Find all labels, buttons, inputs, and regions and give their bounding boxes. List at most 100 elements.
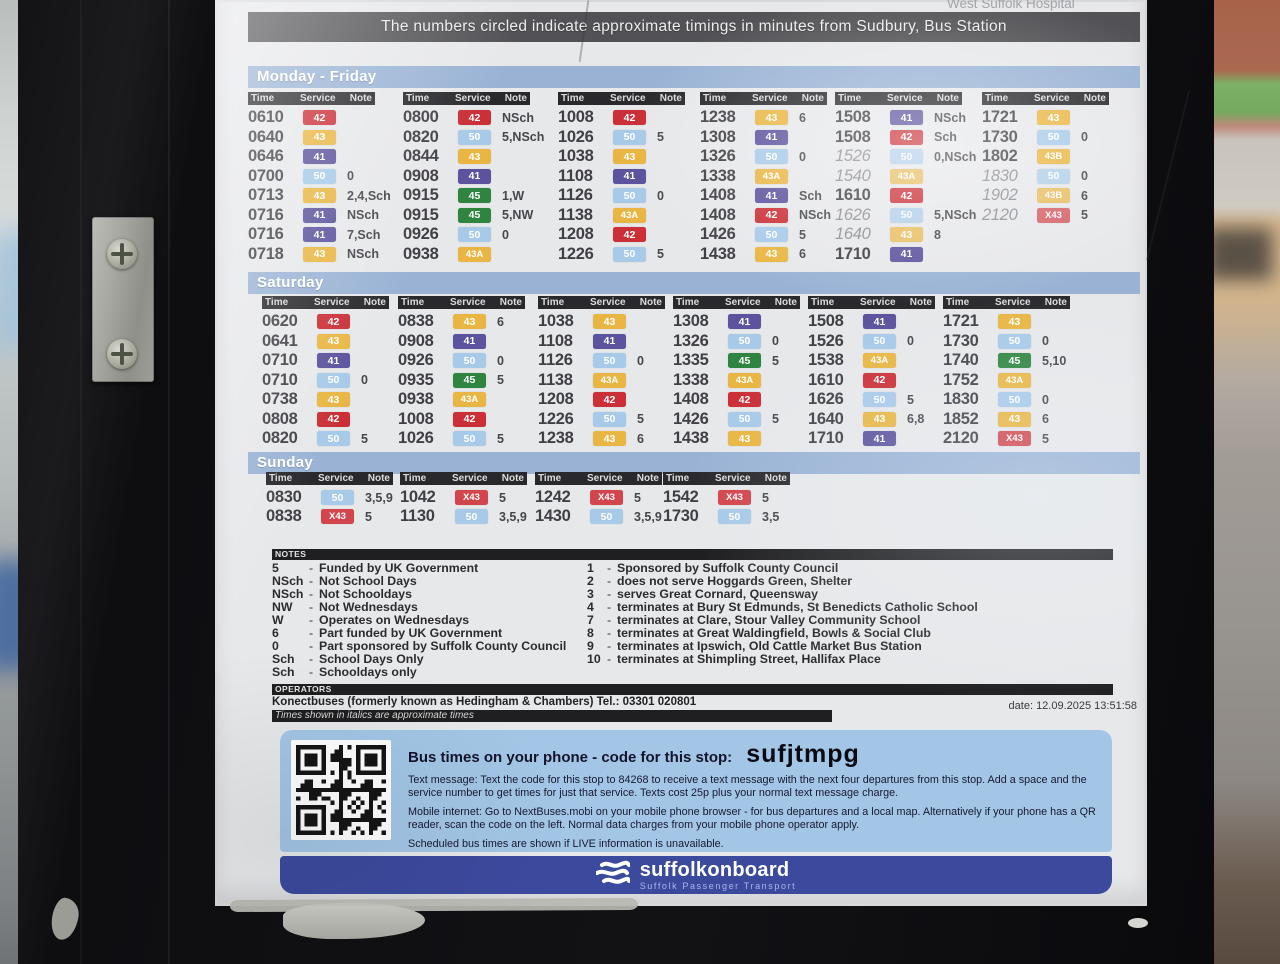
departure-time: 1802 (982, 147, 1018, 166)
timetable-column: Time Service Note 1308 41 1326 50 0 1335 45 5 1338 4… (673, 296, 823, 449)
column-header: Time Service Note (835, 92, 962, 105)
column-header-time: Time (541, 297, 565, 308)
stop-code: sufjtmpg (746, 740, 860, 768)
column-header-note: Note (499, 297, 522, 308)
note-dash: - (309, 613, 314, 628)
note-dash: - (309, 665, 314, 680)
note-codes: 6 (637, 431, 644, 446)
service-badge: 50 (593, 353, 626, 369)
departure-row: 1408 42 (673, 390, 823, 410)
note-dash: - (607, 613, 612, 628)
departure-row: 1426 50 5 (700, 225, 850, 245)
service-badge: 42 (890, 188, 923, 204)
note-text: terminates at Bury St Edmunds, St Benedi… (617, 600, 978, 615)
departure-time: 0646 (248, 147, 284, 166)
note-codes: 6 (799, 110, 806, 125)
service-badge: 43 (303, 246, 336, 262)
notes-header-bar: NOTES (272, 549, 1113, 560)
note-symbol: Sch (272, 665, 295, 680)
note-codes: Sch (934, 130, 957, 145)
departure-row: 1740 45 5,10 (943, 351, 1093, 371)
service-badge: 50 (321, 490, 354, 505)
departure-row: 1508 41 NSch (835, 108, 985, 128)
departure-row: 0838 43 6 (398, 312, 548, 332)
departure-time: 0610 (248, 108, 284, 127)
service-badge: 50 (728, 333, 761, 349)
departure-time: 1542 (663, 488, 699, 506)
note-codes: 1,W (502, 188, 525, 203)
departure-time: 1108 (538, 331, 573, 350)
note-number: 2 (587, 574, 594, 589)
departure-time: 1026 (558, 127, 594, 146)
sms-instructions: Text message: Text the code for this sto… (408, 774, 1087, 800)
note-codes: NSch (502, 110, 534, 125)
column-header: Time Service Note (266, 472, 393, 485)
departure-row: 1508 41 (808, 312, 958, 332)
note-text: Not Schooldays (319, 587, 412, 602)
case-seam (80, 0, 82, 964)
departure-time: 0926 (398, 351, 434, 370)
service-badge: 50 (890, 149, 923, 165)
case-hinge-plate (92, 217, 154, 382)
note-codes: 5 (634, 490, 641, 505)
timetable-poster: West Suffolk Hospital The numbers circle… (215, 0, 1190, 906)
note-codes: 5 (799, 227, 806, 242)
note-text: does not serve Hoggards Green, Shelter (617, 574, 853, 589)
departure-row: 1640 43 8 (835, 225, 985, 245)
note-definition: 8- terminates at Great Waldingfield, Bowl… (587, 627, 978, 640)
service-badge: 41 (755, 129, 788, 145)
departure-time: 0820 (262, 429, 298, 448)
service-badge: 41 (593, 333, 626, 349)
note-text: terminates at Clare, Stour Valley Commun… (617, 613, 921, 628)
timetable-column: Time Service Note 1721 43 1730 50 0 1740 45 5,10 17… (943, 296, 1093, 449)
departure-row: 1752 43A (943, 371, 1093, 391)
departure-row: 1721 43 (943, 312, 1093, 332)
service-badge: 42 (317, 314, 350, 330)
departure-time: 0716 (248, 205, 284, 224)
service-badge: 45 (453, 372, 486, 388)
departure-row: 0800 42 NSch (403, 108, 553, 128)
note-codes: 5 (499, 490, 506, 505)
departure-row: 1042 X43 5 (400, 488, 550, 507)
note-codes: 5 (762, 490, 769, 505)
service-badge: 43 (755, 246, 788, 262)
column-header-service: Service (314, 297, 350, 308)
service-badge: 42 (317, 411, 350, 427)
departure-time: 1610 (835, 186, 871, 205)
departure-time: 1526 (808, 331, 844, 350)
departure-row: 1438 43 6 (700, 245, 850, 265)
note-symbol: 0 (272, 639, 279, 654)
departure-time: 0820 (403, 127, 439, 146)
departure-time: 1008 (558, 108, 594, 127)
departure-time: 1426 (700, 225, 736, 244)
departure-row: 0710 50 0 (262, 371, 412, 391)
departure-time: 1108 (558, 166, 593, 185)
departure-time: 1721 (943, 312, 979, 331)
note-codes: 6 (799, 247, 806, 262)
operator-line: Konectbuses (formerly known as Hedingham… (272, 696, 697, 708)
note-codes: 6 (1081, 188, 1088, 203)
note-dash: - (607, 574, 612, 589)
departure-row: 1626 50 5 (808, 390, 958, 410)
note-definition: 9- terminates at Ipswich, Old Cattle Mark… (587, 640, 978, 653)
service-badge: 50 (863, 333, 896, 349)
note-codes: 5 (657, 247, 664, 262)
phone-box-heading: Bus times on your phone - code for this … (408, 749, 733, 766)
service-badge: 41 (863, 314, 896, 330)
departure-time: 0713 (248, 186, 284, 205)
service-badge: 41 (890, 246, 923, 262)
suffolkonboard-wave-icon (594, 860, 631, 891)
brand-name: suffolkonboard (639, 858, 790, 881)
note-codes: NSch (347, 208, 379, 223)
departure-time: 0710 (262, 370, 298, 389)
note-definition: NW - Not Wednesdays (272, 601, 566, 614)
departure-row: 1026 50 5 (398, 429, 548, 449)
departure-row: 1226 50 5 (558, 245, 708, 265)
note-definition: 4- terminates at Bury St Edmunds, St Bene… (587, 601, 978, 614)
mobile-internet-instructions: Mobile internet: Go to NextBuses.mobi on… (408, 805, 1096, 832)
departure-row: 1721 43 (982, 108, 1132, 128)
service-badge: 43A (890, 168, 923, 184)
column-header-service: Service (887, 93, 923, 104)
departure-row: 0716 41 NSch (248, 206, 398, 226)
service-badge: 50 (303, 168, 336, 184)
